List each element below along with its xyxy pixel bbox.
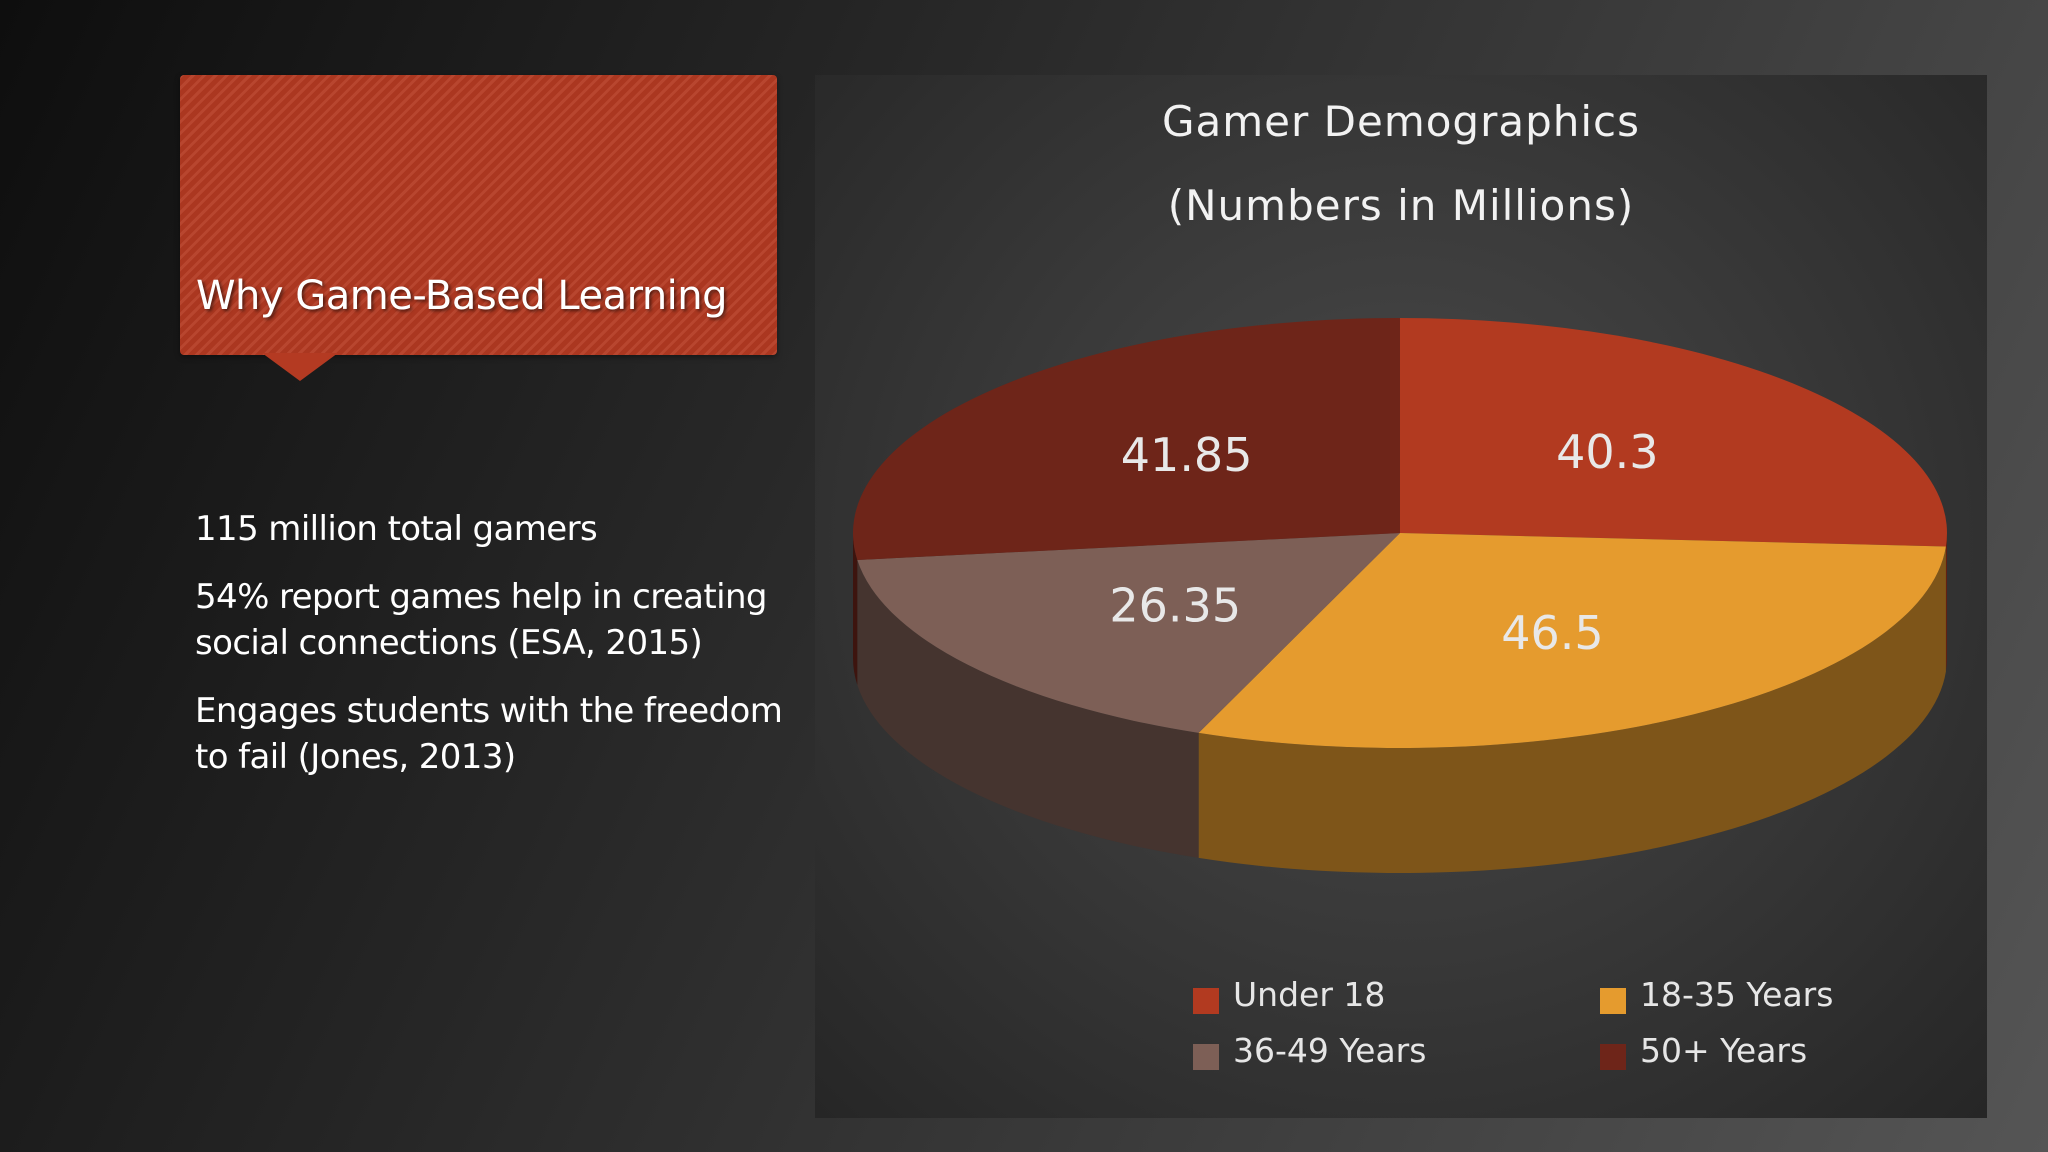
- legend-swatch: [1193, 988, 1219, 1014]
- callout-pointer: [262, 353, 338, 381]
- pie-side-3: [853, 533, 858, 685]
- legend-swatch: [1600, 988, 1626, 1014]
- data-label-2: 26.35: [1109, 578, 1241, 632]
- data-label-0: 40.3: [1556, 425, 1658, 479]
- legend-swatch: [1193, 1044, 1219, 1070]
- legend-label: 18-35 Years: [1640, 975, 1834, 1014]
- legend-label: 50+ Years: [1640, 1031, 1808, 1070]
- bullet-item: 115 million total gamers: [195, 509, 598, 549]
- pie-3d-sides: [853, 533, 1947, 873]
- pie-slice-1: [1198, 533, 1946, 748]
- pie-chart: 40.3 46.5 26.35 41.85: [853, 318, 1947, 873]
- pie-slice-0: [1400, 318, 1947, 547]
- chart-subtitle: (Numbers in Millions): [1167, 181, 1635, 230]
- legend-item-36-49: 36-49 Years: [1193, 1031, 1426, 1070]
- pie-slice-3: [853, 318, 1400, 560]
- data-label-3: 41.85: [1121, 428, 1253, 482]
- pie-slice-2: [857, 533, 1400, 733]
- data-label-1: 46.5: [1501, 606, 1603, 660]
- chart-title: Gamer Demographics: [1161, 97, 1641, 146]
- legend-item-18-35: 18-35 Years: [1600, 975, 1833, 1014]
- legend-item-50-plus: 50+ Years: [1600, 1031, 1807, 1070]
- pie-data-labels: 40.3 46.5 26.35 41.85: [1109, 425, 1658, 660]
- legend-label: 36-49 Years: [1233, 1031, 1427, 1070]
- pie-slices: [853, 318, 1947, 748]
- pie-side-0: [1945, 533, 1947, 672]
- bullet-list: 115 million total gamers 54% report game…: [195, 506, 805, 802]
- pie-side-2: [857, 559, 1199, 858]
- legend-swatch: [1600, 1044, 1626, 1070]
- pie-side-1: [1198, 546, 1946, 873]
- slide-title: Why Game-Based Learning: [196, 273, 728, 319]
- legend-item-under-18: Under 18: [1193, 975, 1385, 1014]
- title-callout: Why Game-Based Learning: [180, 75, 777, 355]
- bullet-item: 54% report games help in creating social…: [195, 577, 768, 663]
- bullet-item: Engages students with the freedom to fai…: [195, 691, 783, 777]
- chart-panel: Gamer Demographics (Numbers in Millions)…: [815, 75, 1987, 1118]
- legend-label: Under 18: [1233, 975, 1386, 1014]
